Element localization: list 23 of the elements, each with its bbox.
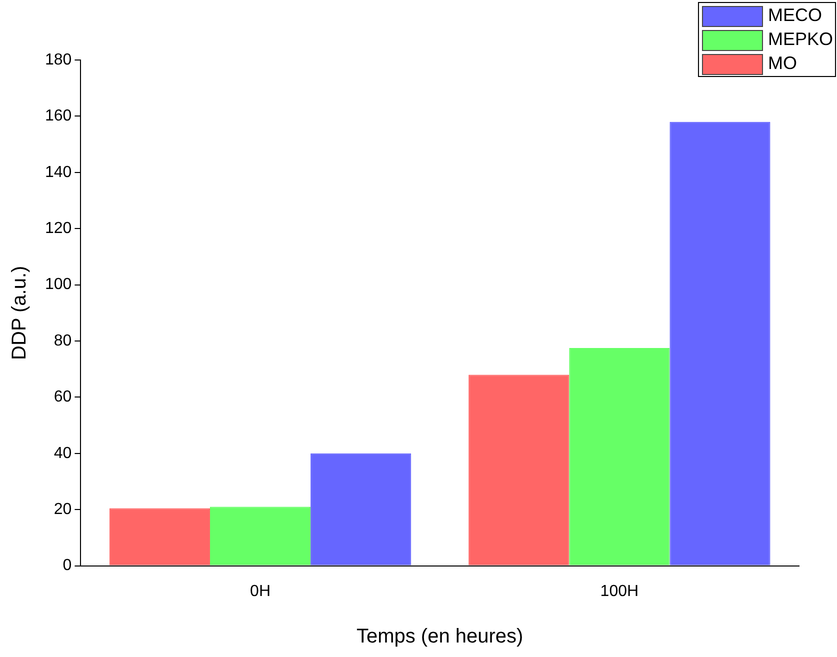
y-tick-label: 100 (44, 276, 72, 294)
y-tick-label: 80 (54, 332, 72, 350)
legend-label: MO (768, 52, 797, 73)
y-tick-label: 20 (54, 501, 72, 518)
bar (468, 374, 570, 566)
y-tick-label: 120 (44, 220, 72, 238)
x-tick-label: 0H (250, 582, 270, 600)
x-tick-label: 100H (600, 582, 639, 600)
legend-label: MECO (768, 4, 822, 25)
y-tick-label: 40 (54, 444, 72, 462)
y-tick-label: 180 (44, 51, 72, 68)
y-axis-title: DDP (a.u.) (8, 266, 31, 360)
y-tick-label: 160 (44, 108, 72, 125)
y-tick-label: 60 (54, 388, 72, 406)
legend-label: MEPKO (768, 28, 834, 49)
bar (670, 122, 770, 566)
y-tick-label: 0 (62, 557, 72, 574)
y-tick-label: 140 (44, 164, 72, 181)
bar (310, 453, 412, 566)
bar (210, 506, 311, 566)
bar (569, 348, 670, 566)
x-axis-title: Temps (en heures) (356, 626, 524, 648)
bar (109, 508, 210, 566)
